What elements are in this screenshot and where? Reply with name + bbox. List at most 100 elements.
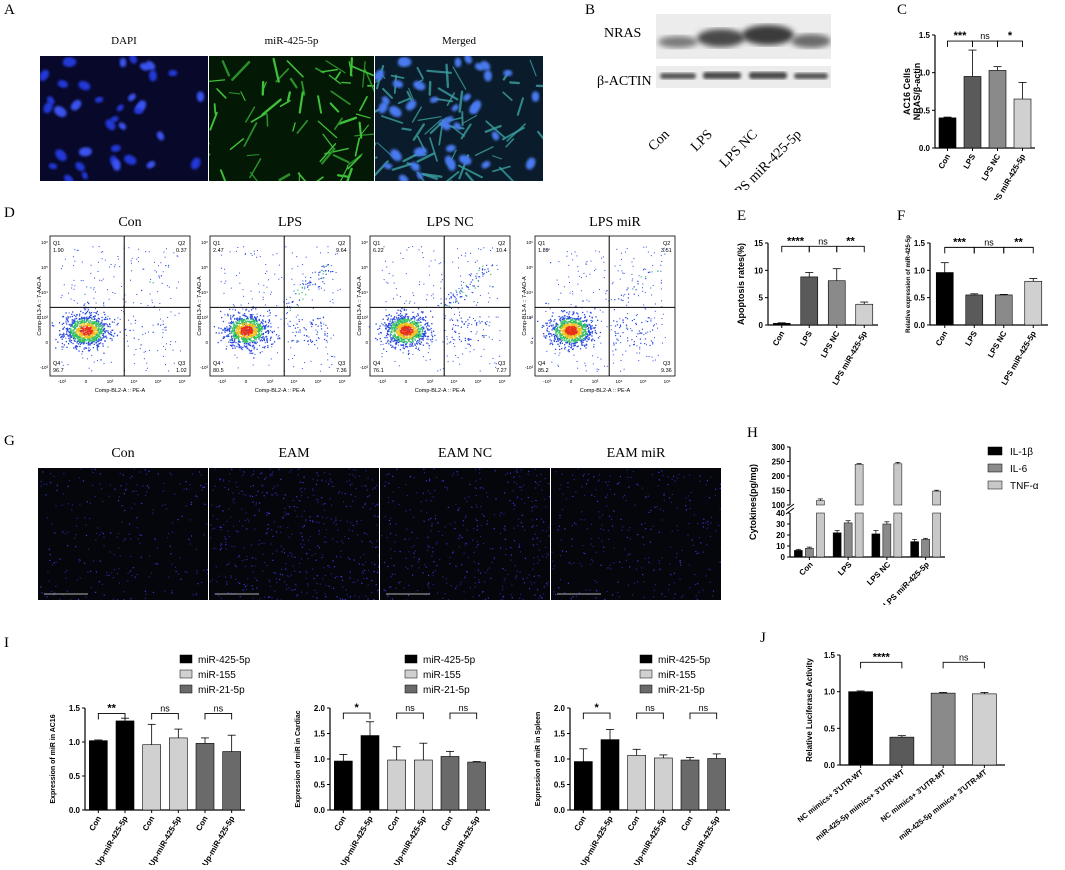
event-dot xyxy=(585,262,587,264)
event-dot xyxy=(432,330,435,332)
event-dot xyxy=(85,342,88,344)
event-dot xyxy=(239,312,241,314)
event-dot xyxy=(249,314,252,316)
event-dot xyxy=(460,296,462,298)
event-dot xyxy=(73,328,76,330)
event-dot xyxy=(566,337,568,340)
event-dot xyxy=(575,332,577,334)
event-dot xyxy=(573,344,576,347)
event-dot xyxy=(88,367,90,369)
event-dot xyxy=(243,329,245,331)
event-dot xyxy=(572,348,574,350)
event-dot xyxy=(417,335,419,337)
event-dot xyxy=(620,359,622,361)
event-dot xyxy=(318,288,320,290)
event-dot xyxy=(268,325,270,327)
event-dot xyxy=(561,334,564,336)
event-dot xyxy=(226,345,228,347)
event-dot xyxy=(555,329,557,331)
event-dot xyxy=(246,331,248,334)
event-dot xyxy=(570,334,572,336)
event-dot xyxy=(80,327,83,330)
event-dot xyxy=(428,265,430,267)
event-dot xyxy=(253,322,256,324)
event-dot xyxy=(575,337,577,339)
event-dot xyxy=(240,327,242,329)
event-dot xyxy=(247,326,249,329)
flow-plot: Q16.22Q210.4Q476.1Q37.2710⁶10⁵10⁴10³0-10… xyxy=(357,235,511,394)
event-dot xyxy=(623,368,625,370)
event-dot xyxy=(266,330,269,332)
event-dot xyxy=(562,325,564,327)
event-dot xyxy=(312,307,314,309)
event-dot xyxy=(255,322,258,325)
event-dot xyxy=(418,249,420,251)
event-dot xyxy=(246,338,249,340)
event-dot xyxy=(418,319,420,322)
event-dot xyxy=(108,333,111,335)
event-dot xyxy=(576,339,578,341)
event-dot xyxy=(61,342,64,345)
event-dot xyxy=(403,330,405,332)
event-dot xyxy=(408,326,410,328)
event-dot xyxy=(584,330,586,333)
event-dot xyxy=(256,333,258,336)
event-dot xyxy=(568,339,571,341)
event-dot xyxy=(237,332,239,335)
event-dot xyxy=(236,275,238,277)
event-dot xyxy=(51,322,53,324)
event-dot xyxy=(213,326,216,328)
event-dot xyxy=(416,333,418,335)
event-dot xyxy=(319,252,321,254)
fiber xyxy=(330,90,351,106)
event-dot xyxy=(425,335,427,338)
event-dot xyxy=(253,329,255,331)
event-dot xyxy=(570,333,572,335)
event-dot xyxy=(128,247,130,249)
event-dot xyxy=(408,338,410,340)
event-dot xyxy=(568,317,570,320)
event-dot xyxy=(60,268,62,270)
fiber xyxy=(278,173,291,181)
event-dot xyxy=(569,332,571,334)
event-dot xyxy=(582,334,584,336)
event-dot xyxy=(296,256,298,258)
event-dot xyxy=(419,349,421,351)
event-dot xyxy=(586,260,588,262)
event-dot xyxy=(93,288,95,290)
event-dot xyxy=(297,331,299,333)
event-dot xyxy=(422,333,424,335)
event-dot xyxy=(482,265,484,267)
lane-label-lps: LPS xyxy=(688,127,716,155)
event-dot xyxy=(495,316,497,318)
event-dot xyxy=(408,327,410,330)
event-dot xyxy=(272,343,274,345)
event-dot xyxy=(551,342,553,344)
event-dot xyxy=(564,329,566,332)
event-dot xyxy=(566,330,568,332)
event-dot xyxy=(80,337,83,339)
event-dot xyxy=(109,318,111,320)
event-dot xyxy=(430,327,432,330)
event-dot xyxy=(73,288,75,290)
event-dot xyxy=(602,311,604,313)
event-dot xyxy=(240,328,243,331)
event-dot xyxy=(599,309,601,311)
event-dot xyxy=(224,327,227,330)
event-dot xyxy=(578,339,581,341)
event-dot xyxy=(400,327,402,329)
event-dot xyxy=(651,356,653,358)
event-dot xyxy=(101,280,103,282)
event-dot xyxy=(571,314,573,316)
event-dot xyxy=(427,335,430,338)
event-dot xyxy=(469,275,472,277)
event-dot xyxy=(141,289,143,292)
event-dot xyxy=(74,327,77,329)
significance-label: *** xyxy=(954,30,968,42)
event-dot xyxy=(245,336,247,339)
event-dot xyxy=(266,338,268,340)
event-dot xyxy=(465,284,467,287)
event-dot xyxy=(235,325,238,327)
event-dot xyxy=(156,271,158,273)
event-dot xyxy=(285,246,287,248)
